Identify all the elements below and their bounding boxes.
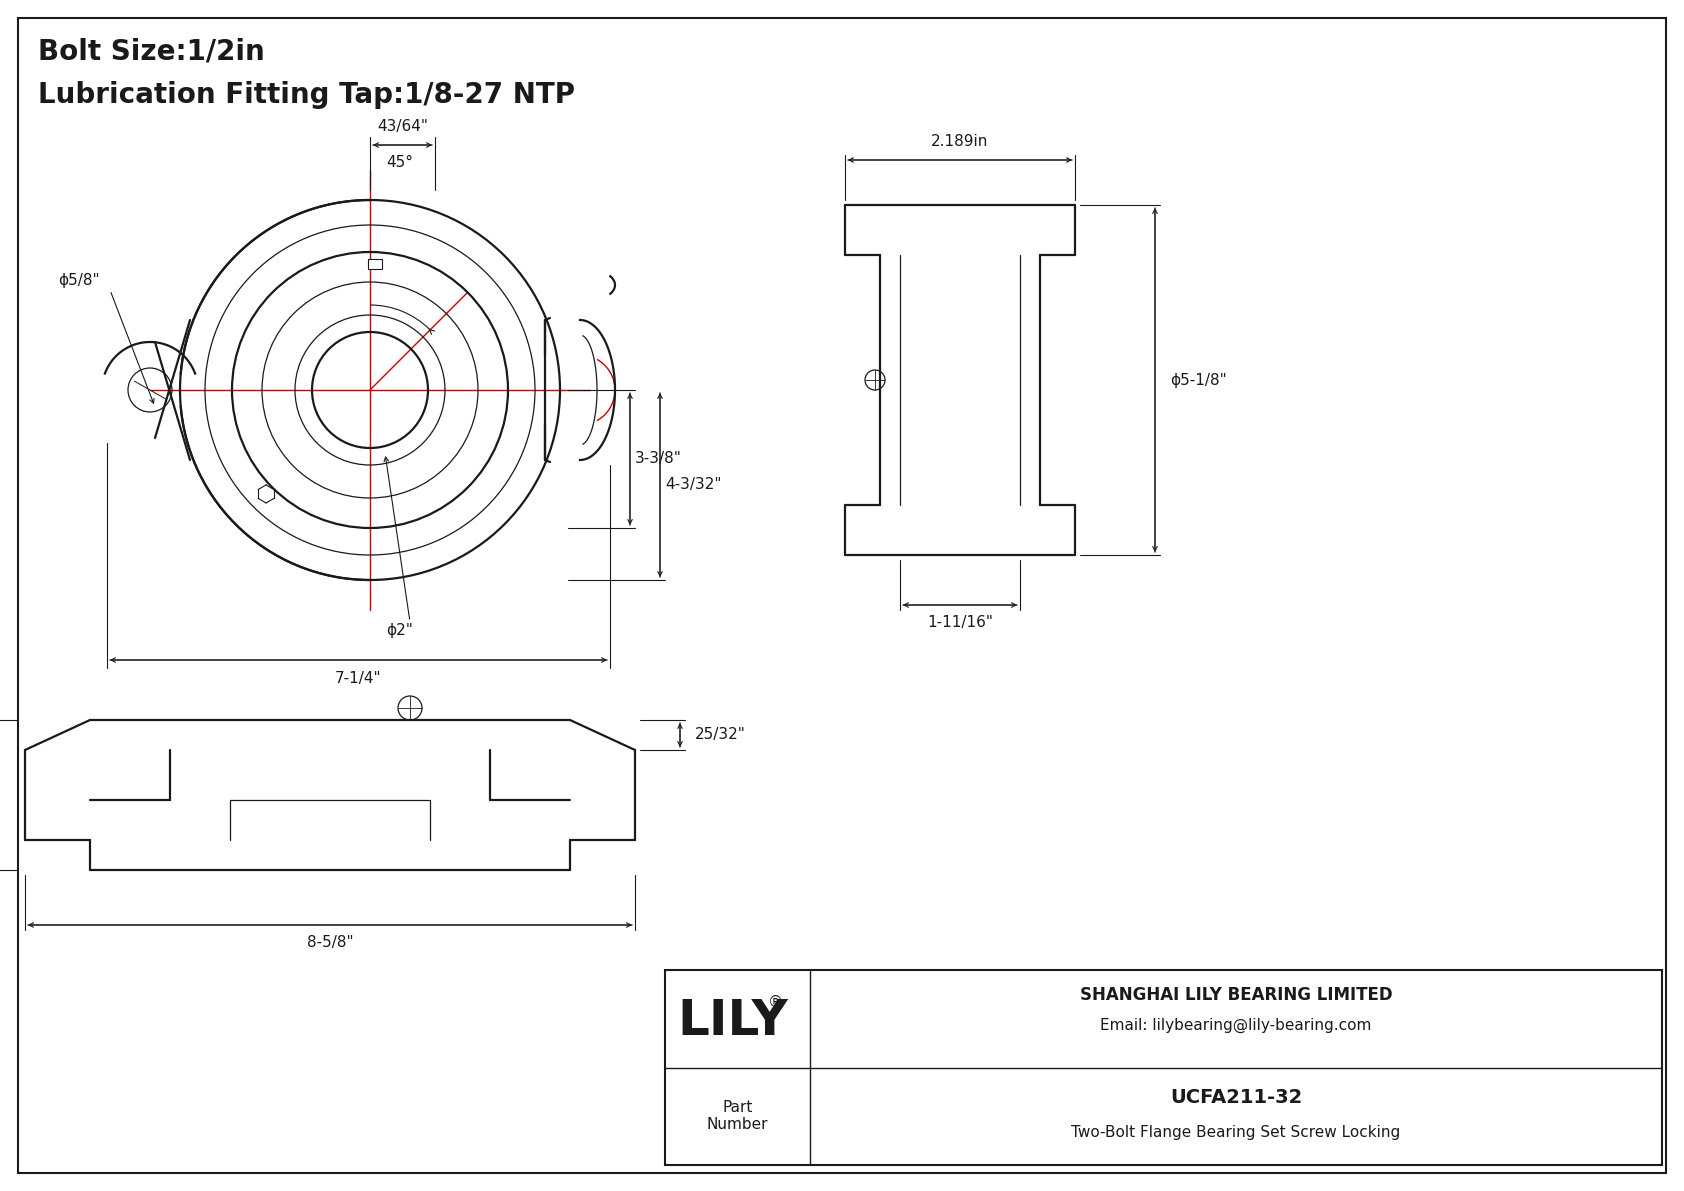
Text: ϕ2": ϕ2" <box>387 623 414 637</box>
Text: UCFA211-32: UCFA211-32 <box>1170 1089 1302 1106</box>
Text: 43/64": 43/64" <box>377 119 428 135</box>
Text: Two-Bolt Flange Bearing Set Screw Locking: Two-Bolt Flange Bearing Set Screw Lockin… <box>1071 1125 1401 1140</box>
Text: ϕ5-1/8": ϕ5-1/8" <box>1170 373 1226 387</box>
Text: ϕ5/8": ϕ5/8" <box>59 273 99 287</box>
Text: 2.189in: 2.189in <box>931 135 989 150</box>
Text: 8-5/8": 8-5/8" <box>306 935 354 950</box>
Text: SHANGHAI LILY BEARING LIMITED: SHANGHAI LILY BEARING LIMITED <box>1079 986 1393 1004</box>
Bar <box>665 969 1662 1165</box>
Text: LILY: LILY <box>677 997 788 1045</box>
Text: 4-3/32": 4-3/32" <box>665 478 721 493</box>
Text: Email: lilybearing@lily-bearing.com: Email: lilybearing@lily-bearing.com <box>1100 1017 1372 1033</box>
Bar <box>369 258 382 269</box>
Text: 25/32": 25/32" <box>695 728 746 742</box>
Text: 45°: 45° <box>387 155 414 170</box>
Text: Lubrication Fitting Tap:1/8-27 NTP: Lubrication Fitting Tap:1/8-27 NTP <box>39 81 574 110</box>
Text: 3-3/8": 3-3/8" <box>635 451 682 467</box>
Text: 1-11/16": 1-11/16" <box>926 616 994 630</box>
Text: Part
Number: Part Number <box>707 1100 768 1133</box>
Text: 7-1/4": 7-1/4" <box>335 671 382 686</box>
Text: ®: ® <box>768 996 783 1010</box>
Text: Bolt Size:1/2in: Bolt Size:1/2in <box>39 38 264 66</box>
